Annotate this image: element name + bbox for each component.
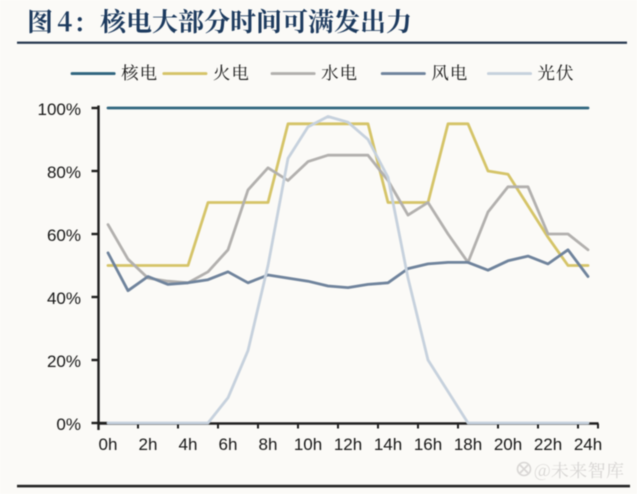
svg-text:40%: 40% (47, 289, 81, 308)
svg-text:24h: 24h (574, 435, 602, 454)
svg-text:0h: 0h (99, 435, 118, 454)
svg-text:4h: 4h (179, 435, 198, 454)
svg-text:0%: 0% (56, 415, 81, 434)
svg-text:14h: 14h (374, 435, 402, 454)
svg-text:12h: 12h (334, 435, 362, 454)
svg-text:10h: 10h (294, 435, 322, 454)
svg-text:2h: 2h (139, 435, 158, 454)
svg-text:18h: 18h (454, 435, 482, 454)
svg-text:100%: 100% (38, 100, 81, 119)
svg-text:22h: 22h (534, 435, 562, 454)
svg-text:8h: 8h (259, 435, 278, 454)
svg-text:20h: 20h (494, 435, 522, 454)
svg-text:16h: 16h (414, 435, 442, 454)
svg-text:80%: 80% (47, 163, 81, 182)
svg-text:20%: 20% (47, 352, 81, 371)
svg-text:6h: 6h (219, 435, 238, 454)
svg-text:60%: 60% (47, 226, 81, 245)
